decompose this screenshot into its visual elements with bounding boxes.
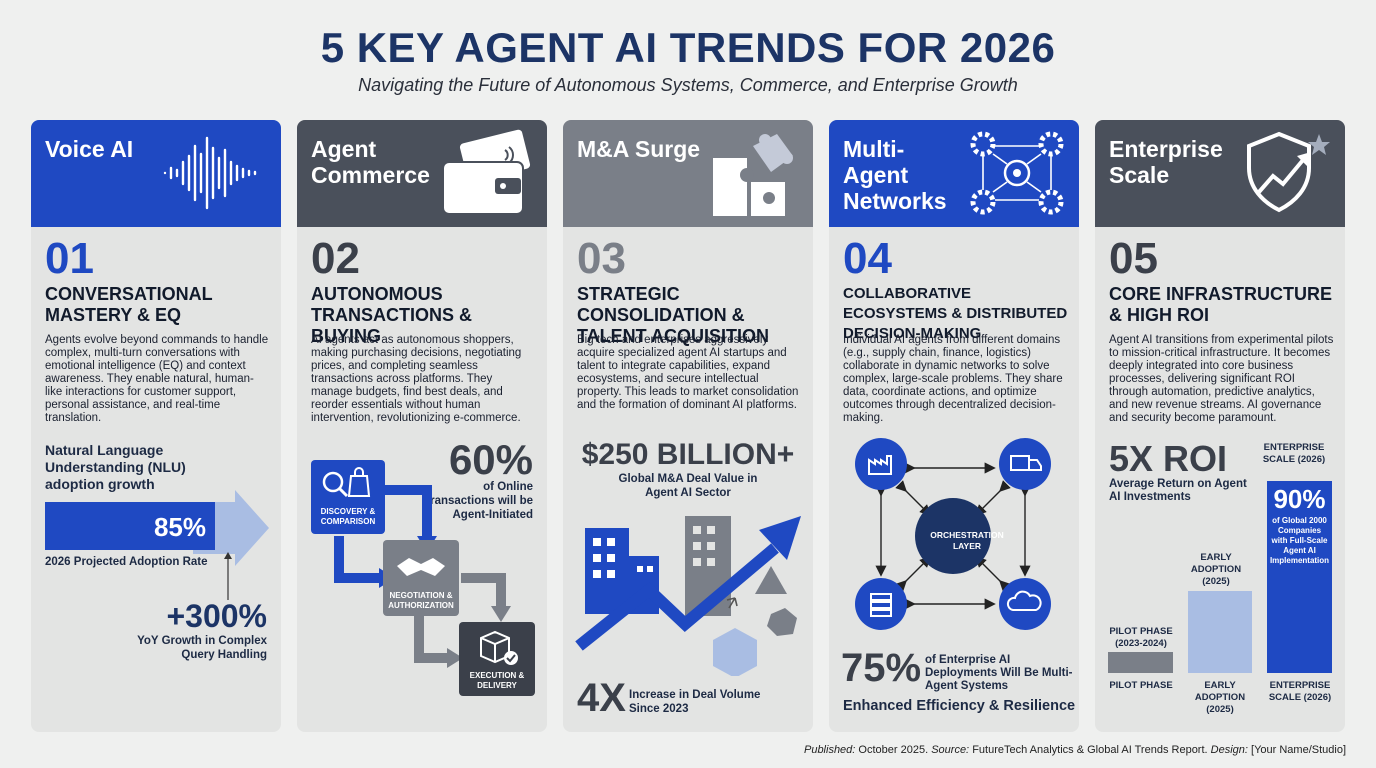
trend-description: Big tech and enterprises aggressively ac…	[577, 334, 799, 411]
step-label: DISCOVERY &	[321, 507, 376, 516]
bar-early-adoption	[1188, 591, 1252, 673]
page-title: 5 KEY AGENT AI TRENDS FOR 2026	[320, 24, 1056, 71]
trend-card-multi-agent: Multi-Agent Networks 04 COLLABORATIVE EC…	[829, 120, 1079, 732]
step-negotiation	[383, 540, 459, 616]
trend-description: Agents evolve beyond commands to handle …	[45, 334, 269, 424]
volume-caption: Increase in Deal Volume Since 2023	[629, 689, 761, 715]
trend-subtitle: STRATEGIC CONSOLIDATION & TALENT ACQUISI…	[577, 284, 769, 346]
trend-card-ma-surge: M&A Surge 03 STRATEGIC CONSOLIDATION & T…	[563, 120, 813, 732]
card-header: Agent Commerce	[297, 120, 547, 227]
agent-node-cloud	[999, 578, 1051, 630]
growth-caption: YoY Growth in Complex Query Handling	[137, 635, 267, 661]
orchestration-hub	[915, 498, 991, 574]
trend-subtitle: AUTONOMOUS TRANSACTIONS & BUYING	[311, 284, 472, 346]
roi-caption: Average Return on Agent AI Investments	[1109, 478, 1247, 503]
bar-bottom-label: ENTERPRISE SCALE (2026)	[1268, 680, 1332, 703]
design-label: Design:	[1210, 744, 1248, 756]
trend-number: 03	[577, 234, 626, 283]
puzzle-icon	[713, 134, 793, 216]
trend-description: Individual AI agents from different doma…	[843, 334, 1063, 424]
step-label: COMPARISON	[321, 517, 376, 526]
arrow-up-icon	[224, 552, 232, 600]
volume-value: 4X	[577, 676, 626, 720]
metric-label: Natural Language Understanding (NLU) ado…	[45, 442, 186, 492]
adoption-bar-fill	[45, 502, 215, 550]
source-label: Source:	[931, 744, 970, 756]
trend-number: 04	[843, 234, 892, 283]
design-credit: [Your Name/Studio]	[1251, 744, 1346, 756]
orchestration-network-diagram	[855, 438, 1051, 630]
trend-number: 02	[311, 234, 360, 283]
trend-card-voice-ai: Voice AI 01 CONVERSATIONA	[31, 120, 281, 732]
bar-top-label: EARLY ADOPTION (2025)	[1190, 552, 1242, 587]
wallet-card-icon	[442, 129, 531, 215]
step-label: EXECUTION &	[470, 671, 525, 680]
published-date: October 2025.	[858, 744, 929, 756]
source-text: FutureTech Analytics & Global AI Trends …	[972, 744, 1208, 756]
roi-value: 5X ROI	[1109, 438, 1228, 479]
stat-caption: of Enterprise AI Deployments Will Be Mul…	[925, 654, 1073, 692]
card-header-title: Voice AI	[45, 136, 134, 162]
trend-subtitle: COLLABORATIVE ECOSYSTEMS & DISTRIBUTED D…	[843, 285, 1068, 342]
card-header: M&A Surge	[563, 120, 813, 227]
stat-caption: Global M&A Deal Value in Agent AI Sector	[618, 473, 758, 499]
trend-subtitle: CORE INFRASTRUCTURE & HIGH ROI	[1109, 284, 1332, 325]
trend-number: 01	[45, 234, 94, 283]
card-header-title: Agent Commerce	[311, 136, 430, 188]
enterprise-caption: of Global 2000 Companies with Full-Scale…	[1269, 516, 1330, 565]
card-header: Enterprise Scale	[1095, 120, 1345, 227]
adoption-caption: 2026 Projected Adoption Rate	[45, 556, 208, 568]
card-header-title: M&A Surge	[577, 136, 701, 162]
agent-node-server	[855, 578, 907, 630]
growth-value: +300%	[166, 598, 267, 634]
step-execution	[459, 622, 535, 696]
stat-value: $250 BILLION+	[581, 438, 795, 471]
bar-enterprise-scale	[1267, 481, 1332, 673]
bar-top-label: PILOT PHASE (2023-2024)	[1109, 626, 1173, 649]
page-subtitle: Navigating the Future of Autonomous Syst…	[358, 75, 1018, 95]
trend-card-enterprise-scale: Enterprise Scale 05 CORE INFRASTRUCTURE …	[1095, 120, 1345, 732]
trend-description: Agent AI transitions from experimental p…	[1109, 334, 1334, 424]
sound-wave-icon	[163, 136, 257, 210]
stat-value: 60%	[448, 436, 533, 483]
adoption-bar-value: 85%	[154, 512, 206, 542]
growth-illustration	[575, 516, 801, 676]
card-header: Voice AI	[31, 120, 281, 227]
enterprise-value: 90%	[1273, 484, 1326, 514]
bar-bottom-label: EARLY ADOPTION (2025)	[1194, 680, 1246, 715]
commerce-flow-diagram: DISCOVERY & COMPARISON NEGOTIATION & AUT…	[311, 460, 535, 696]
trend-description: AI agents act as autonomous shoppers, ma…	[311, 334, 522, 424]
stat-value: 75%	[841, 646, 922, 690]
trend-card-agent-commerce: Agent Commerce 02 AUTONOMOUS TRANSACTION…	[297, 120, 547, 732]
step-label: DELIVERY	[477, 681, 517, 690]
credits-footer: Published: October 2025. Source: FutureT…	[804, 744, 1346, 756]
card-footer-text: Enhanced Efficiency & Resilience	[843, 698, 1076, 714]
adoption-bar: 85%	[45, 490, 269, 566]
card-header-title: Multi-Agent Networks	[843, 136, 947, 214]
trend-subtitle: CONVERSATIONAL MASTERY & EQ	[45, 284, 213, 325]
bar-top-label: ENTERPRISE SCALE (2026)	[1262, 442, 1326, 465]
card-header: Multi-Agent Networks	[829, 120, 1079, 227]
agent-node-truck	[999, 438, 1051, 490]
card-header-title: Enterprise Scale	[1109, 136, 1223, 188]
published-label: Published:	[803, 744, 856, 756]
step-label: AUTHORIZATION	[388, 601, 454, 610]
bar-bottom-label: PILOT PHASE	[1109, 680, 1173, 691]
stat-caption: of Online Transactions will be Agent-Ini…	[423, 481, 533, 521]
step-label: NEGOTIATION &	[390, 591, 453, 600]
gear-network-icon	[970, 131, 1064, 215]
shield-growth-icon	[1247, 131, 1330, 213]
bar-pilot	[1108, 652, 1173, 673]
hub-label: ORCHESTRATION LAYER	[930, 530, 1004, 551]
trend-number: 05	[1109, 234, 1158, 283]
